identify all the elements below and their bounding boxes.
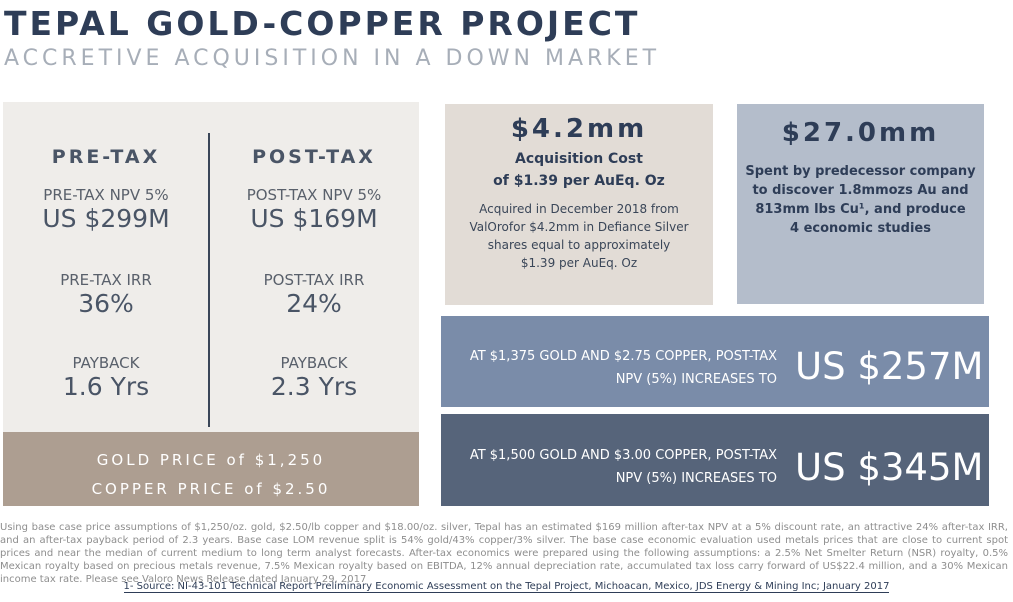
posttax-payback-value: 2.3 Yrs (270, 372, 358, 401)
scenario2-text: AT $1,500 GOLD AND $3.00 COPPER, POST-TA… (447, 444, 777, 490)
predecessor-line4: 4 economic studies (790, 221, 931, 236)
copper-price: COPPER PRICE of $2.50 (91, 480, 331, 498)
pretax-column: PRE-TAX PRE-TAX NPV 5% US $299M PRE-TAX … (3, 146, 209, 401)
pretax-npv-label: PRE-TAX NPV 5% (43, 186, 169, 204)
acquisition-desc2: ValOrofor $4.2mm in Defiance Silver (469, 220, 689, 234)
acquisition-line2: of $1.39 per AuEq. Oz (493, 173, 665, 189)
page-subtitle: ACCRETIVE ACQUISITION IN A DOWN MARKET (4, 46, 661, 71)
source-note: 1- Source: NI-43-101 Technical Report Pr… (0, 581, 1013, 593)
scenario2-value: US $345M (795, 446, 984, 489)
pretax-irr-value: 36% (78, 289, 134, 318)
acquisition-desc1: Acquired in December 2018 from (479, 202, 679, 216)
pretax-npv-value: US $299M (42, 204, 170, 233)
acquisition-cost-box: $4.2mm Acquisition Cost of $1.39 per AuE… (445, 104, 713, 305)
posttax-npv-label: POST-TAX NPV 5% (246, 186, 382, 204)
pretax-heading: PRE-TAX (51, 146, 161, 168)
acquisition-amount: $4.2mm (510, 114, 648, 144)
scenario1-value: US $257M (795, 345, 984, 388)
acquisition-desc4: $1.39 per AuEq. Oz (520, 256, 638, 270)
predecessor-line2: to discover 1.8mmozs Au and (752, 183, 969, 198)
source-link[interactable]: 1- Source: NI-43-101 Technical Report Pr… (123, 581, 890, 593)
posttax-payback-label: PAYBACK (280, 354, 348, 372)
page-title: TEPAL GOLD-COPPER PROJECT (4, 4, 641, 43)
pretax-payback-label: PAYBACK (72, 354, 140, 372)
price-assumptions-band: GOLD PRICE of $1,250 COPPER PRICE of $2.… (3, 432, 419, 506)
scenario1-text: AT $1,375 GOLD AND $2.75 COPPER, POST-TA… (447, 345, 777, 391)
posttax-npv-value: US $169M (250, 204, 378, 233)
posttax-column: POST-TAX POST-TAX NPV 5% US $169M POST-T… (211, 146, 417, 401)
predecessor-spend-box: $27.0mm Spent by predecessor company to … (737, 104, 984, 304)
scenario2-band: AT $1,500 GOLD AND $3.00 COPPER, POST-TA… (441, 414, 989, 506)
scenario1-text1: AT $1,375 GOLD AND $2.75 COPPER, POST-TA… (469, 349, 777, 364)
posttax-irr-value: 24% (286, 289, 342, 318)
scenario2-text1: AT $1,500 GOLD AND $3.00 COPPER, POST-TA… (469, 448, 777, 463)
economics-panel: PRE-TAX PRE-TAX NPV 5% US $299M PRE-TAX … (3, 102, 419, 432)
predecessor-line1: Spent by predecessor company (745, 164, 976, 179)
column-divider (208, 133, 210, 427)
acquisition-desc3: shares equal to approximately (487, 238, 671, 252)
pretax-payback-value: 1.6 Yrs (62, 372, 150, 401)
scenario2-text2: NPV (5%) INCREASES TO (615, 471, 777, 486)
footnote: Using base case price assumptions of $1,… (0, 522, 1008, 585)
predecessor-line3: 813mm lbs Cu¹, and produce (755, 202, 966, 217)
gold-price: GOLD PRICE of $1,250 (96, 451, 326, 469)
scenario1-band: AT $1,375 GOLD AND $2.75 COPPER, POST-TA… (441, 316, 989, 407)
pretax-irr-label: PRE-TAX IRR (60, 271, 152, 289)
acquisition-line1: Acquisition Cost (515, 151, 643, 167)
posttax-irr-label: POST-TAX IRR (263, 271, 365, 289)
scenario1-text2: NPV (5%) INCREASES TO (615, 372, 777, 387)
posttax-heading: POST-TAX (252, 146, 376, 168)
predecessor-amount: $27.0mm (781, 118, 940, 148)
